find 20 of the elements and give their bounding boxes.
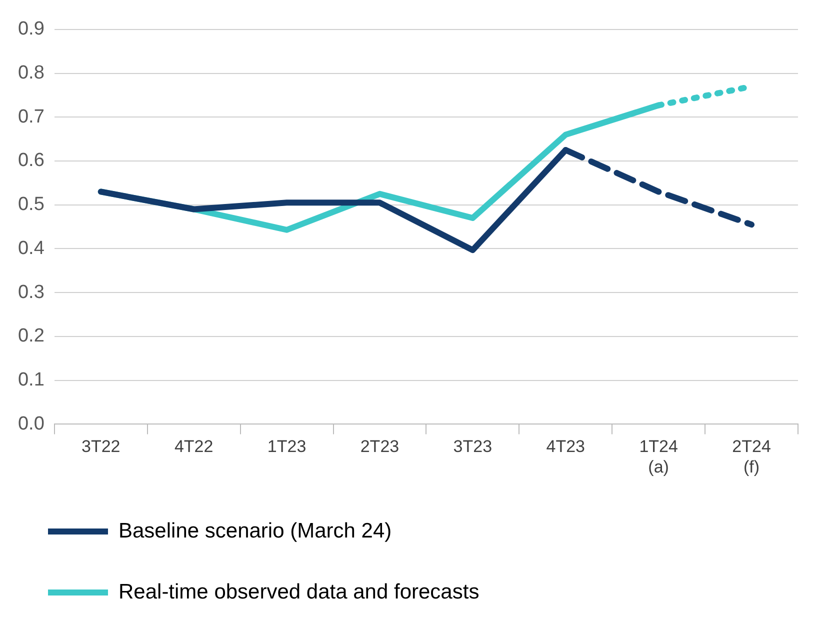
- x-tick-label: 1T24 (a): [639, 437, 678, 476]
- y-tick-label: 0.9: [18, 18, 44, 40]
- x-tick-label: 4T23: [546, 437, 586, 456]
- y-tick-label: 0.8: [18, 62, 44, 84]
- y-tick-label: 0.3: [18, 282, 44, 303]
- x-tick-label: 2T24 (f): [732, 437, 771, 476]
- y-tick-label: 0.0: [18, 413, 44, 434]
- y-tick-label: 0.6: [18, 150, 44, 172]
- x-tick-label: 3T23: [453, 437, 492, 456]
- x-tick-label: 1T23: [267, 437, 306, 456]
- legend-label: Real-time observed data and forecasts: [118, 580, 480, 604]
- y-tick-label: 0.1: [18, 370, 44, 391]
- y-tick-label: 0.5: [18, 194, 44, 216]
- x-tick-label: 4T22: [174, 437, 214, 456]
- legend-label: Baseline scenario (March 24): [118, 519, 392, 542]
- x-tick-label: 2T23: [360, 437, 400, 456]
- y-tick-label: 0.4: [18, 238, 45, 259]
- y-tick-label: 0.2: [18, 326, 44, 347]
- x-tick-label: 3T22: [82, 437, 120, 456]
- y-tick-label: 0.7: [18, 106, 44, 128]
